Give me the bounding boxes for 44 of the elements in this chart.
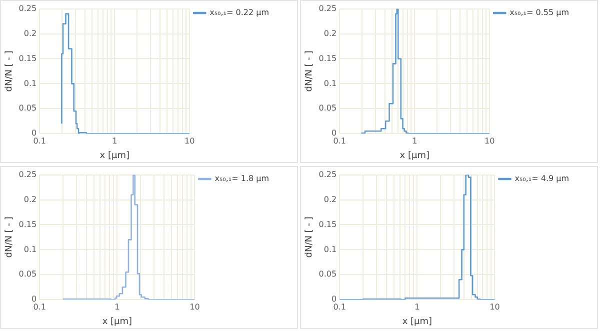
y-axis-title: dN/N [ - ]: [304, 216, 315, 258]
y-tick-label: 0.1: [24, 78, 37, 88]
legend-label: x₅₀,₁= 0.22 µm: [210, 8, 270, 18]
y-tick-label: 0.2: [324, 194, 337, 204]
x-tick-label: 10: [190, 302, 200, 312]
x-tick-label: 10: [184, 136, 195, 146]
x-tick-label: 10: [484, 136, 495, 146]
legend-label: x₅₀,₁= 0.55 µm: [510, 8, 570, 18]
legend-label: x₅₀,₁= 4.9 µm: [514, 174, 570, 184]
y-tick-label: 0.2: [24, 194, 37, 204]
x-tick-label: 1: [412, 136, 418, 146]
y-tick-label: 0.1: [324, 244, 337, 254]
y-axis-title: dN/N [ - ]: [304, 50, 315, 92]
y-tick-label: 0.15: [18, 54, 37, 63]
y-tick-label: 0.05: [318, 270, 337, 279]
y-tick-label: 0.05: [18, 270, 37, 279]
y-tick-label: 0.15: [318, 54, 337, 63]
y-tick-label: 0: [332, 294, 337, 304]
x-tick-label: 10: [490, 302, 500, 312]
x-tick-label: 1: [114, 302, 120, 312]
y-tick-label: 0: [32, 294, 37, 304]
x-axis-title: x [µm]: [100, 150, 130, 161]
x-tick-label: 1: [112, 136, 118, 146]
y-tick-label: 0.25: [318, 4, 337, 13]
y-tick-label: 0: [32, 128, 37, 138]
y-tick-label: 0.1: [324, 78, 337, 88]
y-tick-label: 0.25: [318, 170, 337, 179]
y-tick-label: 0.2: [324, 28, 337, 38]
y-axis-title: dN/N [ - ]: [4, 216, 15, 258]
x-tick-label: 1: [414, 302, 420, 312]
y-tick-label: 0.15: [18, 220, 37, 229]
y-axis-title: dN/N [ - ]: [4, 50, 15, 92]
y-tick-label: 0.05: [318, 104, 337, 113]
y-tick-label: 0.15: [318, 220, 337, 229]
x-axis-title: x [µm]: [400, 150, 430, 161]
y-tick-label: 0.1: [24, 244, 37, 254]
y-tick-label: 0.2: [24, 28, 37, 38]
y-tick-label: 0.25: [18, 4, 37, 13]
legend-label: x₅₀,₁= 1.8 µm: [214, 174, 270, 184]
x-axis-title: x [µm]: [102, 316, 132, 327]
y-tick-label: 0.05: [18, 104, 37, 113]
y-tick-label: 0.25: [18, 170, 37, 179]
y-tick-label: 0: [332, 128, 337, 138]
x-axis-title: x [µm]: [402, 316, 432, 327]
